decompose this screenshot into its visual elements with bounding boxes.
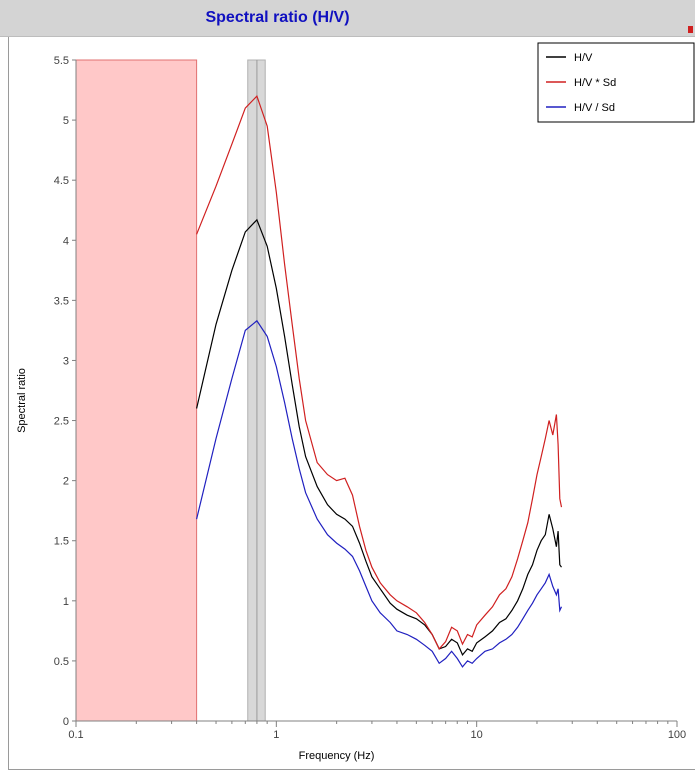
y-tick-label: 4 [63,235,69,247]
legend-label: H/V / Sd [574,102,615,114]
y-tick-label: 3.5 [54,295,69,307]
x-axis-label: Frequency (Hz) [299,750,375,762]
y-tick-label: 5.5 [54,55,69,67]
chart-title-bar: Spectral ratio (H/V) [0,0,695,37]
y-tick-label: 1.5 [54,536,69,548]
y-tick-label: 3 [63,355,69,367]
y-tick-label: 2 [63,476,69,488]
y-axis-label: Spectral ratio [16,368,28,433]
hv-times-sd-line [196,94,563,650]
legend-label: H/V [574,52,593,64]
x-tick-label: 1 [273,729,279,741]
y-tick-label: 2.5 [54,416,69,428]
x-tick-label: 100 [668,729,686,741]
y-tick-label: 4.5 [54,175,69,187]
y-tick-label: 1 [63,596,69,608]
chart-title: Spectral ratio (H/V) [205,9,350,26]
y-tick-label: 5 [63,115,69,127]
hv-div-sd-line [196,319,563,668]
plot-frame [8,37,695,770]
y-tick-label: 0.5 [54,656,69,668]
legend-label: H/V * Sd [574,77,616,89]
x-tick-label: 0.1 [68,729,83,741]
y-tick-label: 0 [63,716,69,728]
x-tick-label: 10 [471,729,483,741]
excluded-frequency-band [75,59,198,722]
window-corner-marker [688,26,693,33]
